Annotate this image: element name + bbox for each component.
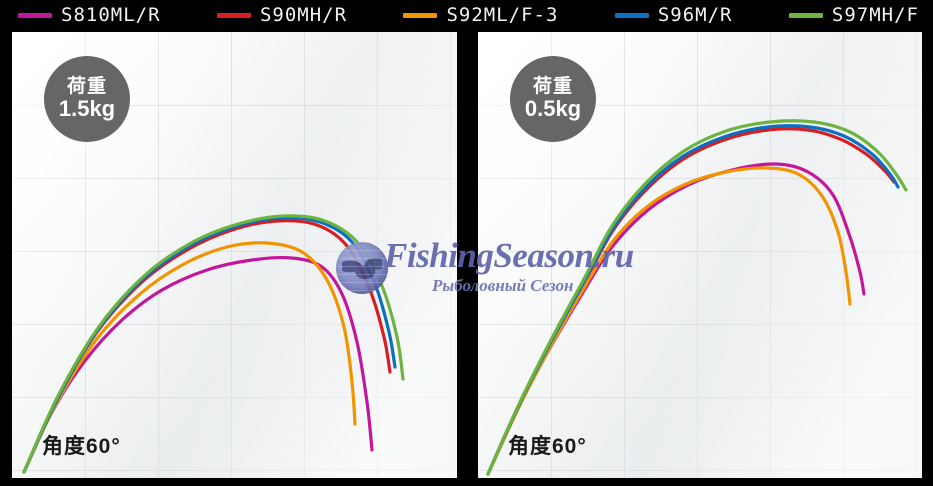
legend-label-4: S97MH/F [831, 4, 919, 26]
chart-legend: S810ML/R S90MH/R S92ML/F-3 S96M/R S97MH/… [0, 0, 933, 30]
legend-label-1: S90MH/R [259, 4, 348, 26]
angle-label-right: 角度60° [508, 435, 587, 458]
series-line-s96m-r [486, 124, 900, 476]
load-badge-value: 1.5kg [58, 96, 116, 122]
chart-panel-right: 荷重 0.5kg 角度60° [478, 32, 922, 478]
legend-item-4[interactable]: S97MH/F [788, 4, 919, 26]
angle-label-left: 角度60° [42, 435, 121, 458]
legend-item-2[interactable]: S92ML/F-3 [403, 4, 558, 26]
legend-item-3[interactable]: S96M/R [614, 4, 733, 26]
series-line-s97mh-f [486, 119, 908, 476]
load-badge-right: 荷重 0.5kg [510, 56, 596, 142]
load-badge-left: 荷重 1.5kg [44, 56, 130, 142]
chart-panel-left: 荷重 1.5kg 角度60° [12, 32, 457, 478]
legend-label-2: S92ML/F-3 [446, 4, 559, 26]
legend-label-3: S96M/R [657, 4, 733, 26]
series-line-s810ml-r [486, 162, 866, 476]
line-swatch-icon [788, 12, 823, 18]
line-swatch-icon [614, 12, 649, 18]
legend-item-0[interactable]: S810ML/R [18, 4, 161, 26]
legend-item-1[interactable]: S90MH/R [216, 4, 348, 26]
load-badge-value: 0.5kg [524, 96, 582, 122]
line-swatch-icon [18, 12, 52, 18]
load-badge-kanji: 荷重 [66, 76, 107, 98]
legend-label-0: S810ML/R [61, 4, 161, 26]
line-swatch-icon [403, 12, 438, 18]
line-swatch-icon [216, 12, 251, 18]
load-badge-kanji: 荷重 [532, 76, 573, 98]
series-line-s92ml-f-3 [486, 166, 852, 476]
